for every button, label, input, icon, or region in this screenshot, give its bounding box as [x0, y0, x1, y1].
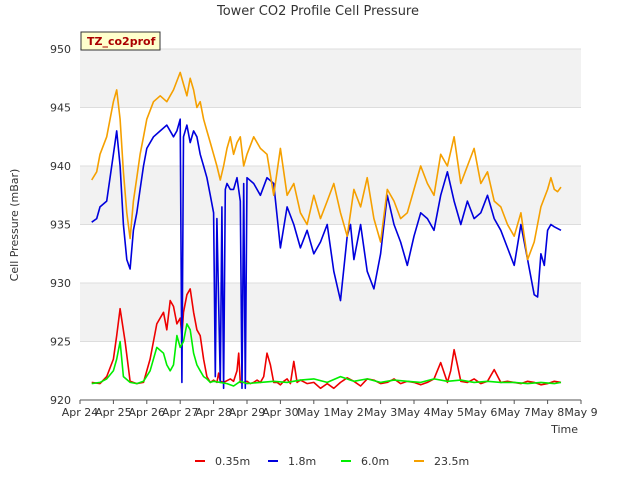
series-line [91, 71, 562, 261]
y-tick-label: 920 [50, 394, 71, 407]
x-tick-label: May 2 [331, 406, 364, 419]
chart-badge: TZ_co2prof [80, 31, 161, 51]
y-tick-label: 940 [50, 160, 71, 173]
x-tick-label: May 3 [364, 406, 397, 419]
legend-label: 23.5m [434, 455, 469, 468]
y-tick-label: 930 [50, 277, 71, 290]
x-tick-label: Apr 28 [195, 406, 232, 419]
x-tick-label: Apr 30 [262, 406, 299, 419]
legend: 0.35m 1.8m 6.0m 23.5m [195, 455, 469, 468]
chart-title: Tower CO2 Profile Cell Pressure [216, 4, 419, 19]
legend-label: 1.8m [288, 455, 316, 468]
x-tick-label: May 4 [397, 406, 430, 419]
y-axis-label: Cell Pressure (mBar) [8, 169, 21, 282]
x-tick-label: May 6 [464, 406, 497, 419]
x-tick-label: May 9 [564, 406, 597, 419]
y-tick-label: 925 [50, 336, 71, 349]
x-tick-label: Apr 29 [229, 406, 266, 419]
x-tick-label: May 5 [431, 406, 464, 419]
x-tick-label: May 7 [498, 406, 531, 419]
series-line [91, 118, 562, 390]
legend-label: 0.35m [215, 455, 250, 468]
y-tick-label: 935 [50, 219, 71, 232]
series-line [91, 323, 562, 387]
x-tick-label: Apr 24 [62, 406, 99, 419]
x-axis-label: Time [550, 423, 578, 436]
y-tick-label: 945 [50, 102, 71, 115]
plot-band [80, 49, 581, 108]
series-layer [91, 71, 562, 390]
legend-label: 6.0m [361, 455, 389, 468]
x-tick-label: Apr 26 [129, 406, 166, 419]
x-tick-label: Apr 27 [162, 406, 199, 419]
x-tick-label: May 1 [297, 406, 330, 419]
badge-label: TZ_co2prof [87, 35, 156, 48]
x-tick-label: May 8 [531, 406, 564, 419]
x-tick-label: Apr 25 [95, 406, 132, 419]
series-line [91, 288, 562, 390]
y-tick-label: 950 [50, 43, 71, 56]
plot-band [80, 166, 581, 225]
badge-box [80, 31, 161, 51]
